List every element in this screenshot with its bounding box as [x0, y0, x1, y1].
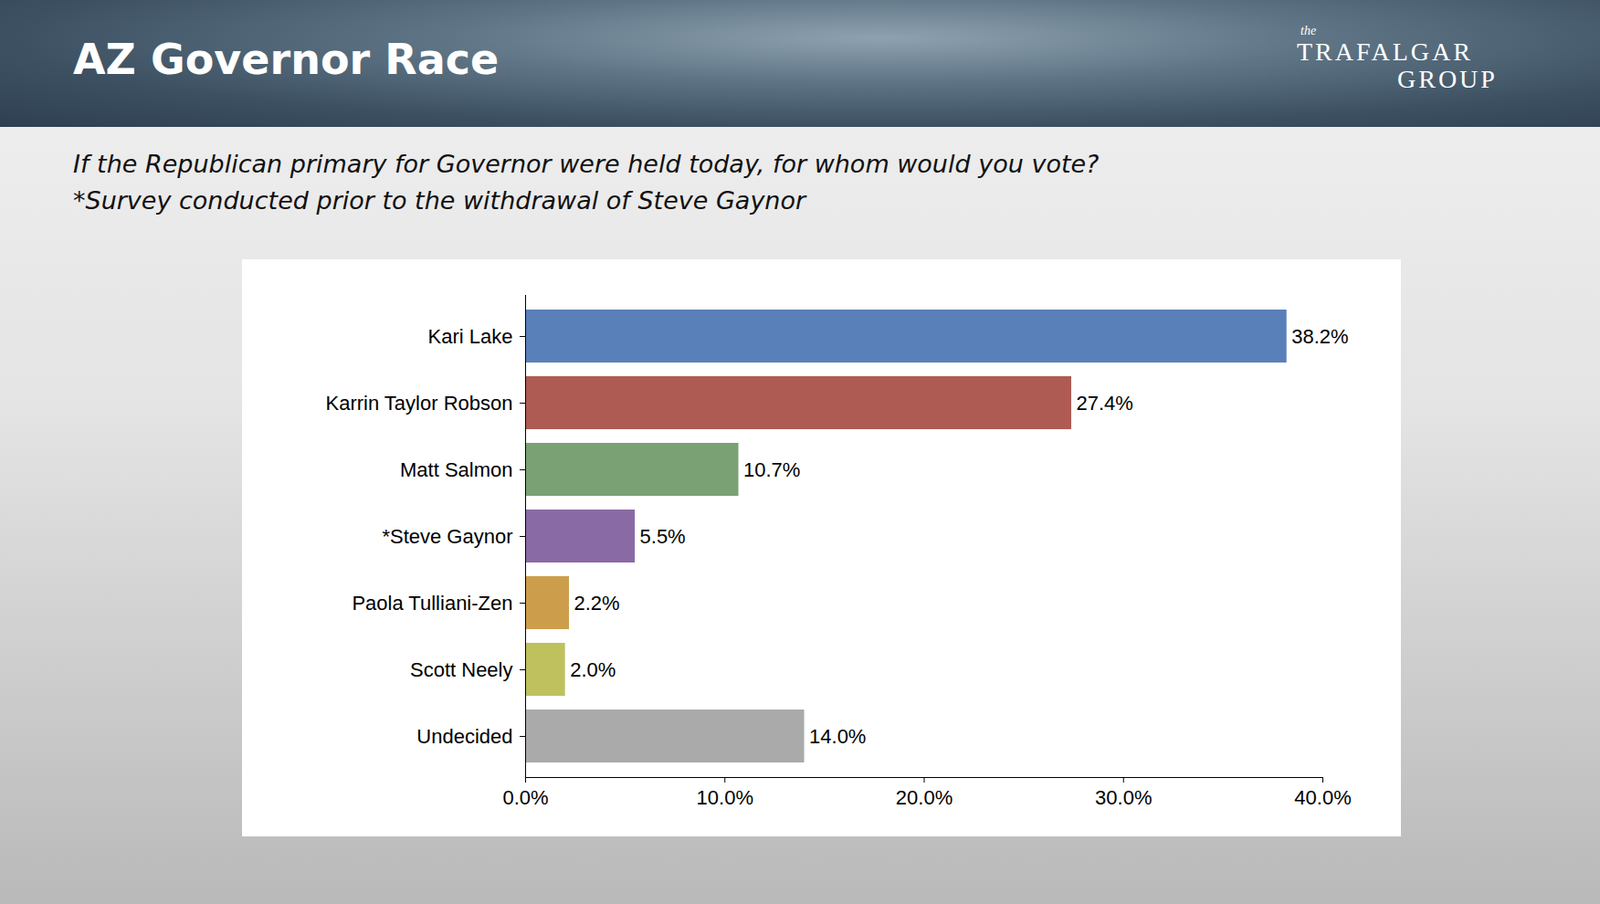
svg-text:Undecided: Undecided	[416, 725, 513, 748]
html-text:TRAFALGAR: TRAFALGAR	[1296, 37, 1473, 66]
svg-text:14.0%: 14.0%	[809, 725, 866, 748]
svg-text:Matt Salmon: Matt Salmon	[400, 458, 514, 482]
svg-text:30.0%: 30.0%	[1094, 786, 1152, 810]
html-text:the: the	[1300, 23, 1317, 38]
svg-text:10.7%: 10.7%	[743, 458, 800, 482]
html-text:AZ Governor Race: AZ Governor Race	[73, 34, 499, 85]
svg-text:2.0%: 2.0%	[569, 658, 616, 682]
svg-text:5.5%: 5.5%	[640, 525, 686, 548]
svg-text:2.2%: 2.2%	[574, 591, 621, 615]
html-text:*Survey conducted prior to the: *Survey conducted prior to the withdrawa…	[73, 186, 806, 215]
svg-text:Karrin Taylor Robson: Karrin Taylor Robson	[325, 391, 513, 415]
svg-text:27.4%: 27.4%	[1076, 391, 1134, 415]
svg-text:Scott Neely: Scott Neely	[410, 658, 514, 682]
svg-text:Paola Tulliani-Zen: Paola Tulliani-Zen	[351, 591, 513, 615]
svg-text:38.2%: 38.2%	[1291, 325, 1348, 348]
svg-text:0.0%: 0.0%	[502, 786, 548, 810]
svg-text:40.0%: 40.0%	[1294, 786, 1351, 810]
svg-text:20.0%: 20.0%	[895, 786, 953, 810]
svg-text:10.0%: 10.0%	[696, 786, 754, 810]
svg-text:*Steve Gaynor: *Steve Gaynor	[381, 525, 513, 548]
html-text:GROUP: GROUP	[1397, 64, 1498, 94]
svg-text:Kari Lake: Kari Lake	[428, 325, 514, 348]
html-text:If the Republican primary for: If the Republican primary for Governor w…	[73, 149, 1099, 179]
